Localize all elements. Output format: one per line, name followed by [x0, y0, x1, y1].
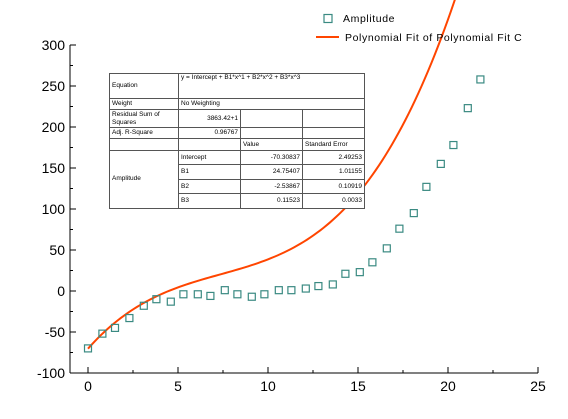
y-tick-label: 100 — [42, 201, 66, 217]
x-tick-label: 5 — [174, 378, 182, 394]
stats-empty-cell — [109, 138, 179, 151]
x-tick-label: 20 — [440, 378, 456, 394]
scatter-point — [152, 295, 161, 304]
legend-label-fit: Polynomial Fit of Polynomial Fit C — [345, 32, 522, 44]
x-tick-label: 15 — [350, 378, 366, 394]
stats-param-error: 2.49253 — [302, 149, 365, 166]
y-tick-label: 300 — [42, 37, 66, 53]
stats-param-name: B2 — [178, 178, 241, 195]
stats-empty-cell — [302, 126, 365, 140]
stats-value-weight: No Weighting — [178, 97, 365, 111]
stats-row-adjr: Adj. R-Square 0.96767 — [109, 126, 365, 140]
stats-param-error: 1.01155 — [302, 164, 365, 180]
stats-row-header: Value Standard Error — [109, 138, 365, 151]
scatter-point — [233, 290, 242, 299]
stats-param-value: -2.53867 — [240, 178, 303, 195]
stats-header-value: Value — [240, 138, 303, 151]
stats-empty-cell — [240, 109, 303, 128]
stats-label-equation: Equation — [109, 73, 179, 99]
stats-param-value: 24.75407 — [240, 164, 303, 180]
fit-statistics-table: Equation y = Intercept + B1*x^1 + B2*x^2… — [109, 73, 365, 210]
scatter-point — [260, 290, 269, 299]
stats-param-name: Intercept — [178, 149, 241, 166]
scatter-point — [274, 286, 283, 295]
y-tick-label: 150 — [42, 160, 66, 176]
scatter-point — [287, 286, 296, 295]
stats-param-value: 0.11523 — [240, 193, 303, 209]
legend-label-amplitude: Amplitude — [343, 13, 395, 25]
scatter-point — [355, 268, 364, 277]
stats-param-error: 0.0033 — [302, 193, 365, 209]
scatter-point — [368, 258, 377, 267]
stats-label-adjr: Adj. R-Square — [109, 126, 179, 140]
stats-label-group: Amplitude — [109, 149, 179, 210]
scatter-point — [409, 209, 418, 218]
legend-marker-amplitude — [323, 13, 333, 24]
y-tick-label: -50 — [45, 324, 65, 340]
stats-param-name: B1 — [178, 164, 241, 180]
stats-param-error: 0.10919 — [302, 178, 365, 195]
stats-row-weight: Weight No Weighting — [109, 97, 365, 111]
stats-empty-cell — [302, 109, 365, 128]
stats-row-param: B2 -2.53867 0.10919 — [110, 178, 365, 195]
stats-row-param: B3 0.11523 0.0033 — [110, 193, 365, 209]
y-tick-label: 200 — [42, 119, 66, 135]
scatter-point — [247, 292, 256, 301]
stats-param-value: -70.30837 — [240, 149, 303, 166]
y-tick-label: -100 — [37, 365, 65, 381]
legend: Amplitude Polynomial Fit of Polynomial F… — [316, 13, 522, 44]
scatter-point — [395, 224, 404, 233]
scatter-point — [463, 104, 472, 113]
scatter-point — [98, 329, 107, 338]
scatter-point — [422, 182, 431, 191]
scatter-point — [206, 291, 215, 301]
x-tick-label: 10 — [260, 378, 276, 394]
scatter-point — [328, 280, 337, 289]
y-tick-label: 250 — [42, 78, 66, 94]
stats-row-rss: Residual Sum of Squares 3863.42+1 — [109, 109, 365, 128]
scatter-point — [220, 286, 229, 295]
y-tick-label: 0 — [57, 283, 65, 299]
stats-empty-cell — [240, 126, 303, 140]
stats-value-rss: 3863.42+1 — [178, 109, 241, 128]
stats-param-name: B3 — [178, 193, 241, 209]
scatter-point — [476, 75, 485, 84]
x-tick-label: 25 — [530, 378, 546, 394]
axes: -100 -50 0 50 100 150 200 250 300 0 5 10 15 20 25 — [37, 37, 546, 394]
stats-row-equation: Equation y = Intercept + B1*x^1 + B2*x^2… — [109, 73, 365, 99]
scatter-point — [166, 297, 175, 306]
scatter-point — [341, 269, 350, 278]
scatter-point — [449, 140, 458, 150]
scatter-point — [179, 290, 188, 299]
scatter-point — [125, 313, 134, 323]
scatter-point — [314, 281, 323, 291]
stats-value-adjr: 0.96767 — [178, 126, 241, 140]
scatter-point — [83, 344, 93, 353]
scatter-point — [382, 244, 391, 253]
stats-row-param: Amplitude Intercept -70.30837 2.49253 — [109, 149, 365, 210]
stats-label-rss: Residual Sum of Squares — [109, 109, 179, 128]
x-tick-label: 0 — [84, 378, 92, 394]
scatter-points-layer — [83, 75, 485, 353]
scatter-point — [301, 284, 310, 293]
stats-value-equation: y = Intercept + B1*x^1 + B2*x^2 + B3*x^3 — [178, 73, 365, 99]
scatter-point — [193, 290, 202, 299]
stats-label-weight: Weight — [109, 97, 179, 111]
stats-empty-cell — [178, 138, 241, 151]
scatter-point — [110, 323, 120, 332]
scatter-point — [436, 159, 445, 168]
scatter-point — [139, 301, 148, 310]
y-tick-label: 50 — [49, 242, 65, 258]
stats-header-stderr: Standard Error — [302, 138, 365, 151]
